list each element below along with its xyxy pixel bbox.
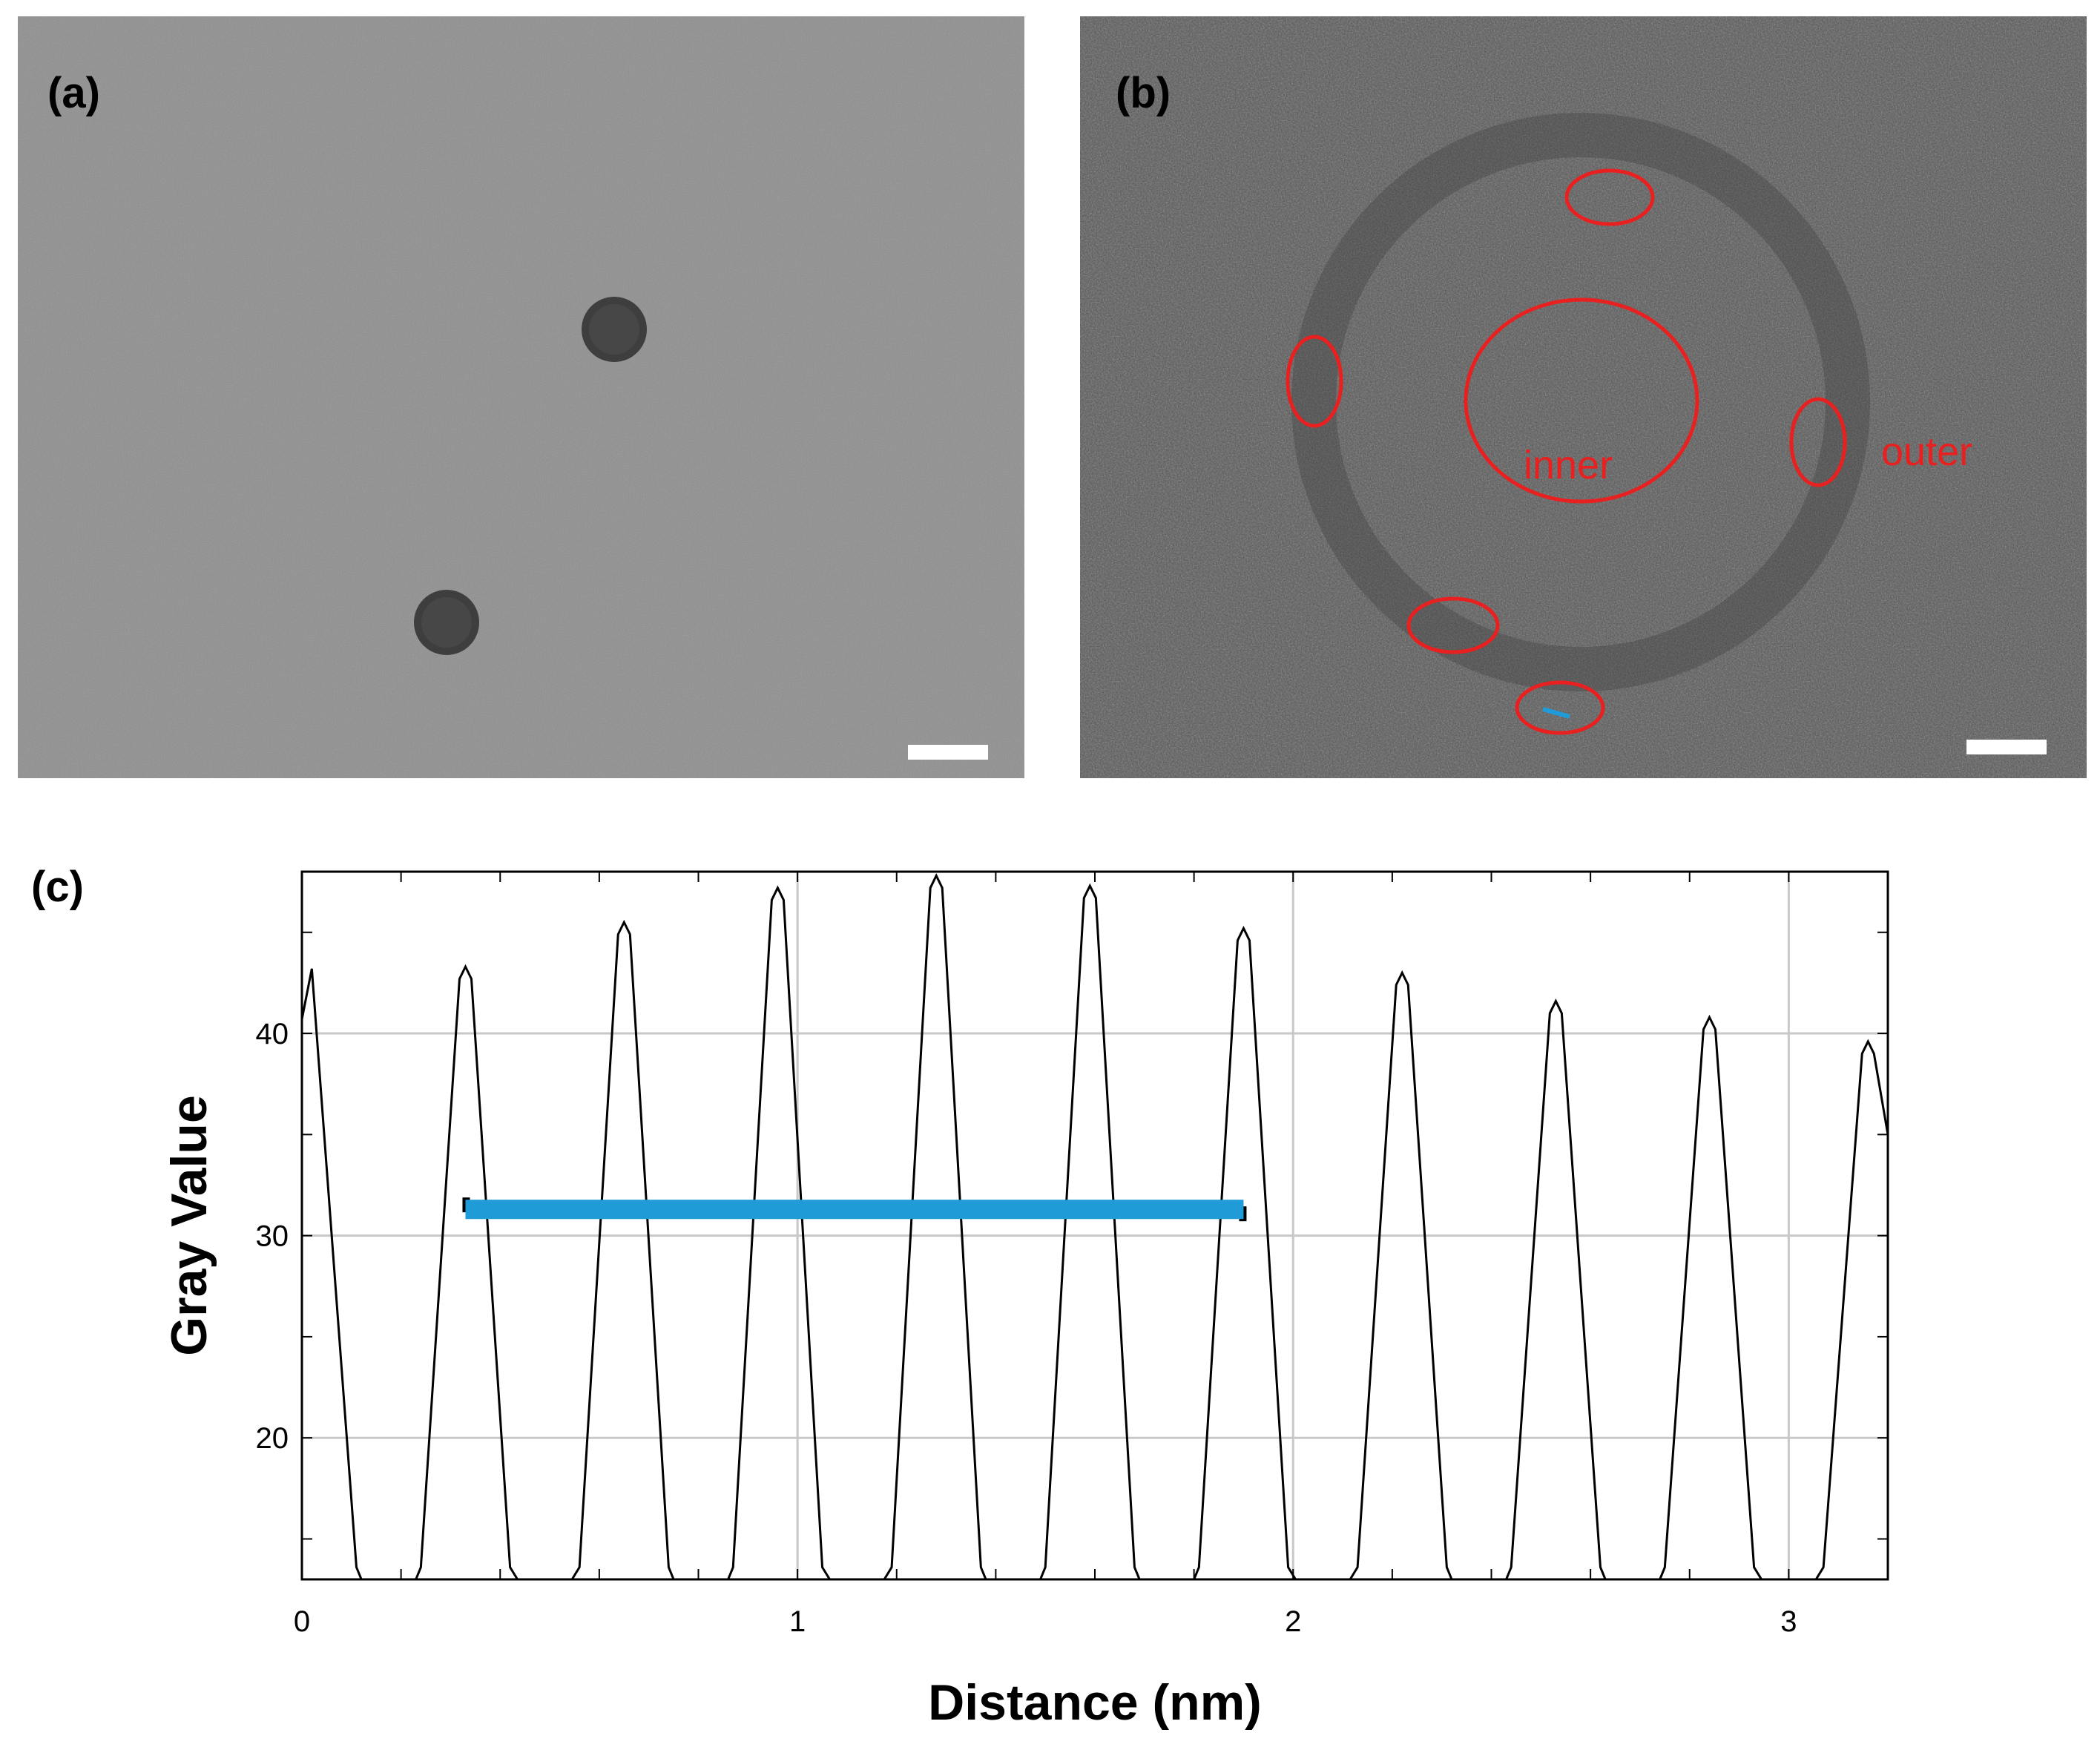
y-tick-label: 30 [256,1220,289,1253]
x-tick-label: 0 [294,1605,310,1638]
tem-image-b-graphic [1080,16,2087,778]
x-tick-label: 3 [1780,1605,1797,1638]
panel-label-c: (c) [31,863,84,911]
roi-ellipse [1286,335,1343,428]
measure-line-small [1542,707,1570,719]
roi-ellipse [1406,596,1500,654]
ticks [301,872,1889,1579]
tem-image-a-graphic [18,16,1024,778]
roi-ellipse [1515,680,1605,735]
x-tick-label: 1 [789,1605,806,1638]
grid [300,872,1888,1579]
y-axis-title: Gray Value [161,1095,217,1356]
particle-shell [1291,113,1870,691]
scale-bar-a [908,745,988,760]
panel-label-b: (b) [1116,69,1171,117]
roi-inner-label: inner [1524,443,1613,487]
gray-value-profile-line [300,873,1889,1581]
x-tick-label: 2 [1285,1605,1301,1638]
roi-inner-circle [1464,297,1699,504]
panel-label-a: (a) [47,69,100,117]
tem-image-a: (a) [18,16,1024,778]
y-tick-label: 20 [256,1422,289,1455]
roi-ellipse [1789,397,1847,487]
y-tick-label: 40 [256,1018,289,1050]
annotations [462,1197,1247,1222]
roi-outer-label: outer [1881,430,1973,474]
plot-frame [300,870,1889,1581]
roi-ellipse [1564,168,1655,226]
tem-image-b: (b) inner outer [1080,16,2087,778]
scale-bar-b [1966,740,2047,754]
x-axis-title: Distance (nm) [928,1674,1262,1731]
